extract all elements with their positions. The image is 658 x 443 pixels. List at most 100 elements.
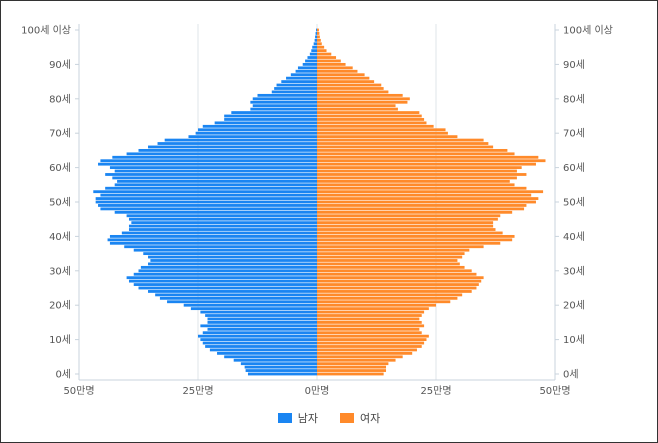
bar-female-age-2[interactable] bbox=[317, 365, 387, 369]
bar-female-age-67[interactable] bbox=[317, 142, 489, 145]
bar-male-age-36[interactable] bbox=[133, 248, 317, 252]
bar-male-age-83[interactable] bbox=[274, 87, 317, 90]
bar-female-age-56[interactable] bbox=[317, 179, 510, 183]
bar-male-age-76[interactable] bbox=[231, 111, 317, 114]
bar-female-age-40[interactable] bbox=[317, 234, 515, 238]
bar-female-age-35[interactable] bbox=[317, 252, 465, 256]
bar-male-age-18[interactable] bbox=[200, 310, 317, 314]
bar-female-age-23[interactable] bbox=[317, 293, 463, 297]
bar-female-age-9[interactable] bbox=[317, 341, 425, 345]
bar-male-age-6[interactable] bbox=[217, 351, 317, 355]
bar-female-age-43[interactable] bbox=[317, 224, 494, 228]
bar-female-age-33[interactable] bbox=[317, 259, 458, 262]
bar-male-age-99[interactable] bbox=[315, 32, 317, 35]
bar-male-age-64[interactable] bbox=[126, 152, 317, 156]
bar-female-age-0[interactable] bbox=[317, 372, 384, 376]
bar-male-age-90[interactable] bbox=[302, 62, 317, 66]
bar-female-age-76[interactable] bbox=[317, 111, 420, 114]
bar-female-age-96[interactable] bbox=[317, 42, 322, 46]
bar-female-age-46[interactable] bbox=[317, 214, 501, 218]
bar-male-age-13[interactable] bbox=[207, 327, 317, 331]
bar-male-age-30[interactable] bbox=[138, 269, 318, 273]
bar-male-age-52[interactable] bbox=[100, 193, 317, 197]
bar-female-age-26[interactable] bbox=[317, 283, 479, 286]
bar-male-age-4[interactable] bbox=[233, 358, 317, 362]
bar-male-age-67[interactable] bbox=[157, 142, 317, 145]
bar-male-age-89[interactable] bbox=[297, 66, 317, 70]
bar-male-age-66[interactable] bbox=[148, 145, 317, 149]
bar-female-age-17[interactable] bbox=[317, 314, 422, 317]
bar-female-age-19[interactable] bbox=[317, 307, 429, 311]
bar-male-age-86[interactable] bbox=[286, 76, 317, 80]
bar-male-age-69[interactable] bbox=[188, 135, 317, 139]
bar-male-age-96[interactable] bbox=[313, 42, 317, 46]
bar-male-age-87[interactable] bbox=[290, 73, 317, 77]
bar-female-age-54[interactable] bbox=[317, 186, 527, 190]
bar-male-age-58[interactable] bbox=[105, 173, 318, 176]
bar-female-age-27[interactable] bbox=[317, 279, 482, 283]
bar-male-age-74[interactable] bbox=[224, 118, 317, 121]
bar-male-age-15[interactable] bbox=[207, 320, 317, 324]
bar-male-age-84[interactable] bbox=[276, 83, 317, 87]
bar-male-age-37[interactable] bbox=[124, 245, 317, 249]
bar-female-age-81[interactable] bbox=[317, 93, 403, 97]
bar-female-age-13[interactable] bbox=[317, 327, 420, 331]
bar-male-age-16[interactable] bbox=[207, 317, 317, 321]
bar-female-age-86[interactable] bbox=[317, 76, 370, 80]
bar-female-age-90[interactable] bbox=[317, 62, 346, 66]
bar-male-age-91[interactable] bbox=[305, 59, 317, 63]
bar-female-age-52[interactable] bbox=[317, 193, 532, 197]
bar-male-age-45[interactable] bbox=[128, 217, 317, 221]
bar-male-age-1[interactable] bbox=[245, 369, 317, 372]
bar-female-age-64[interactable] bbox=[317, 152, 515, 156]
bar-female-age-70[interactable] bbox=[317, 131, 448, 135]
bar-female-age-73[interactable] bbox=[317, 121, 427, 125]
bar-male-age-25[interactable] bbox=[138, 286, 318, 290]
bar-female-age-68[interactable] bbox=[317, 138, 484, 142]
bar-male-age-82[interactable] bbox=[271, 90, 317, 94]
bar-female-age-53[interactable] bbox=[317, 190, 544, 194]
bar-female-age-12[interactable] bbox=[317, 331, 422, 335]
bar-male-age-21[interactable] bbox=[167, 300, 317, 304]
bar-male-age-98[interactable] bbox=[315, 35, 317, 39]
bar-male-age-41[interactable] bbox=[121, 231, 317, 235]
bar-male-age-23[interactable] bbox=[155, 293, 317, 297]
bar-male-age-35[interactable] bbox=[143, 252, 317, 256]
bar-male-age-100[interactable] bbox=[316, 28, 317, 32]
bar-female-age-48[interactable] bbox=[317, 207, 525, 211]
bar-female-age-95[interactable] bbox=[317, 45, 325, 49]
bar-female-age-24[interactable] bbox=[317, 290, 472, 293]
bar-male-age-62[interactable] bbox=[100, 159, 317, 163]
bar-male-age-79[interactable] bbox=[250, 100, 317, 104]
bar-male-age-19[interactable] bbox=[190, 307, 317, 311]
bar-male-age-24[interactable] bbox=[148, 290, 317, 293]
bar-female-age-21[interactable] bbox=[317, 300, 451, 304]
bar-female-age-57[interactable] bbox=[317, 176, 517, 180]
bar-male-age-57[interactable] bbox=[112, 176, 317, 180]
bar-male-age-20[interactable] bbox=[183, 303, 317, 307]
bar-female-age-77[interactable] bbox=[317, 107, 398, 111]
bar-male-age-34[interactable] bbox=[148, 255, 317, 259]
bar-male-age-54[interactable] bbox=[105, 186, 318, 190]
bar-female-age-32[interactable] bbox=[317, 262, 460, 266]
bar-male-age-68[interactable] bbox=[164, 138, 317, 142]
bar-male-age-92[interactable] bbox=[307, 56, 317, 59]
bar-male-age-77[interactable] bbox=[250, 107, 317, 111]
bar-male-age-63[interactable] bbox=[112, 155, 317, 159]
bar-male-age-8[interactable] bbox=[205, 345, 317, 348]
bar-female-age-36[interactable] bbox=[317, 248, 470, 252]
bar-female-age-98[interactable] bbox=[317, 35, 320, 39]
bar-female-age-55[interactable] bbox=[317, 183, 515, 187]
bar-male-age-59[interactable] bbox=[114, 169, 317, 173]
bar-female-age-31[interactable] bbox=[317, 265, 465, 269]
bar-male-age-70[interactable] bbox=[195, 131, 317, 135]
bar-male-age-93[interactable] bbox=[309, 52, 317, 56]
bar-female-age-66[interactable] bbox=[317, 145, 494, 149]
bar-male-age-10[interactable] bbox=[200, 338, 317, 342]
bar-male-age-31[interactable] bbox=[140, 265, 317, 269]
bar-female-age-74[interactable] bbox=[317, 118, 425, 121]
bar-female-age-3[interactable] bbox=[317, 362, 389, 366]
bar-female-age-1[interactable] bbox=[317, 369, 387, 372]
bar-male-age-33[interactable] bbox=[150, 259, 317, 262]
bar-male-age-43[interactable] bbox=[128, 224, 317, 228]
